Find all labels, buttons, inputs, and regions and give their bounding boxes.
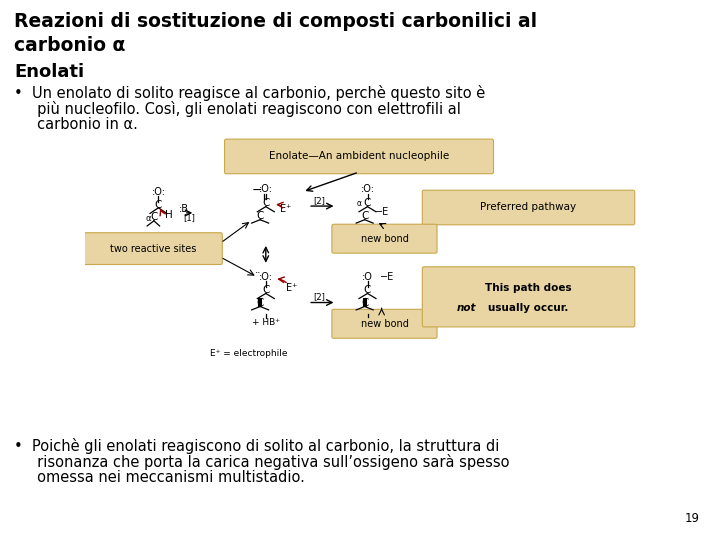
Text: :O:: :O: — [258, 184, 273, 194]
FancyBboxPatch shape — [423, 190, 635, 225]
Text: −: − — [252, 184, 263, 197]
Text: C: C — [262, 198, 269, 208]
Text: E⁺: E⁺ — [286, 284, 297, 293]
Text: Enolati: Enolati — [14, 63, 84, 81]
Text: usually occur.: usually occur. — [488, 303, 569, 313]
Text: risonanza che porta la carica negativa sull’ossigeno sarà spesso: risonanza che porta la carica negativa s… — [14, 454, 510, 470]
FancyBboxPatch shape — [423, 267, 635, 327]
Text: :O: :O — [362, 272, 373, 282]
Text: :O:: :O: — [151, 187, 166, 197]
Text: This path does: This path does — [485, 284, 572, 293]
Text: C: C — [256, 211, 264, 221]
Text: C: C — [262, 285, 269, 295]
FancyBboxPatch shape — [84, 233, 222, 265]
Text: H: H — [165, 210, 173, 220]
FancyBboxPatch shape — [332, 309, 437, 338]
Text: two reactive sites: two reactive sites — [109, 244, 196, 254]
Text: not: not — [456, 303, 476, 313]
Text: [2]: [2] — [313, 196, 325, 205]
Text: + HB⁺: + HB⁺ — [252, 318, 280, 327]
Text: C: C — [150, 212, 158, 222]
Text: [1]: [1] — [184, 213, 195, 222]
Text: C: C — [361, 298, 369, 307]
Text: C: C — [155, 200, 162, 210]
Text: •  Un enolato di solito reagisce al carbonio, perchè questo sito è: • Un enolato di solito reagisce al carbo… — [14, 85, 485, 101]
FancyBboxPatch shape — [225, 139, 493, 174]
Text: −E: −E — [374, 207, 389, 217]
Text: C: C — [256, 298, 264, 307]
Text: new bond: new bond — [361, 234, 408, 244]
Text: α: α — [145, 214, 151, 223]
Text: C: C — [361, 211, 369, 221]
Text: new bond: new bond — [361, 319, 408, 329]
Text: carbonio in α.: carbonio in α. — [14, 117, 138, 132]
FancyBboxPatch shape — [332, 224, 437, 253]
Text: C: C — [364, 285, 372, 295]
Text: omessa nei meccanismi multistadio.: omessa nei meccanismi multistadio. — [14, 470, 305, 485]
Text: −E: −E — [380, 272, 395, 282]
Text: :B: :B — [179, 204, 189, 214]
Text: :O:: :O: — [258, 272, 273, 282]
Text: [2]: [2] — [313, 292, 325, 301]
Text: E⁺ = electrophile: E⁺ = electrophile — [210, 349, 287, 358]
Text: ¨: ¨ — [255, 272, 260, 282]
Text: 19: 19 — [685, 512, 700, 525]
Text: :O:: :O: — [361, 184, 374, 194]
Text: •  Poichè gli enolati reagiscono di solito al carbonio, la struttura di: • Poichè gli enolati reagiscono di solit… — [14, 438, 500, 454]
Text: C: C — [364, 198, 372, 208]
Text: carbonio α: carbonio α — [14, 36, 125, 55]
Text: Preferred pathway: Preferred pathway — [480, 202, 577, 213]
Text: Reazioni di sostituzione di composti carbonilici al: Reazioni di sostituzione di composti car… — [14, 12, 537, 31]
Text: più nucleofilo. Così, gli enolati reagiscono con elettrofili al: più nucleofilo. Così, gli enolati reagis… — [14, 101, 461, 117]
Text: α: α — [356, 199, 361, 208]
Text: E⁺: E⁺ — [280, 204, 292, 214]
Text: Enolate—An ambident nucleophile: Enolate—An ambident nucleophile — [269, 151, 449, 161]
